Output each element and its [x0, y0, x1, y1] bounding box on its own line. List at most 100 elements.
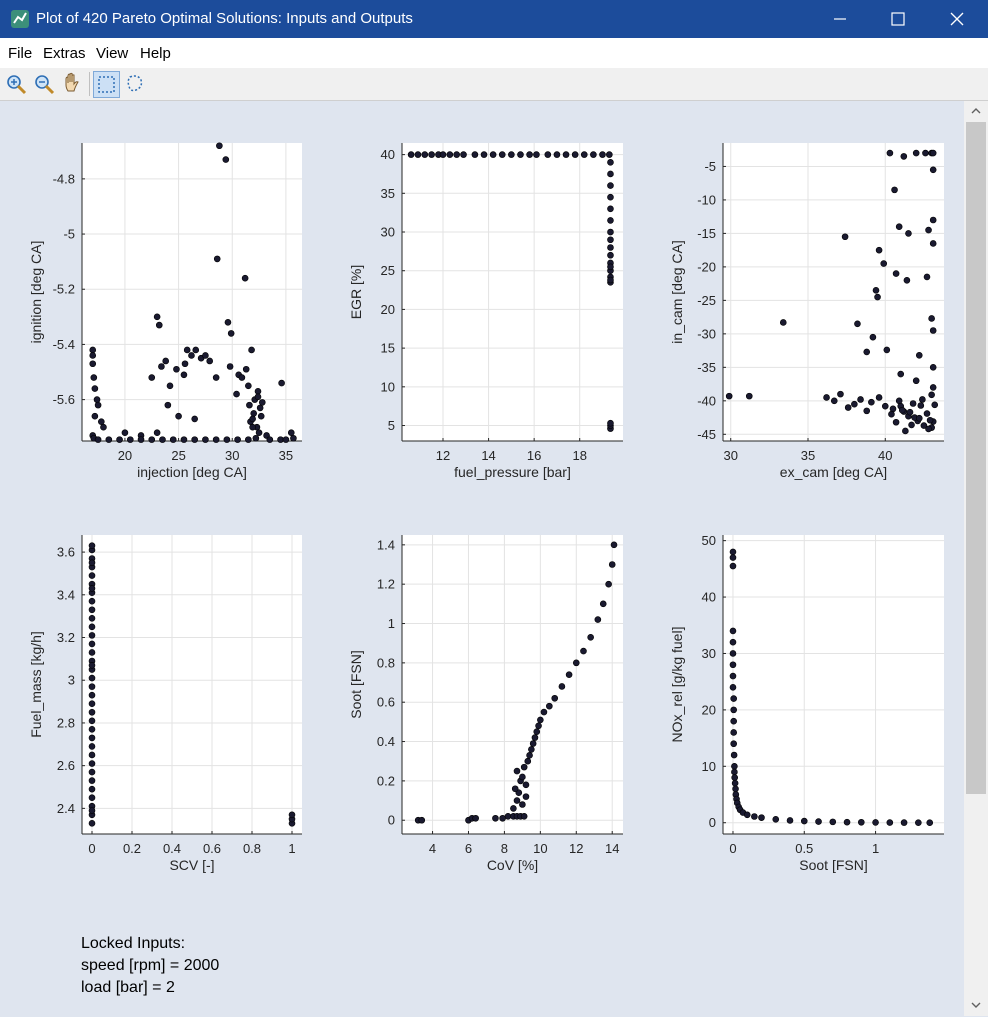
- data-point: [255, 429, 263, 437]
- data-point: [121, 429, 129, 437]
- x-tick-label: 1: [872, 841, 879, 856]
- scroll-up-arrow-icon[interactable]: [969, 104, 983, 118]
- data-point: [863, 407, 871, 415]
- data-point: [88, 691, 96, 699]
- x-tick-label: 35: [801, 448, 815, 463]
- lasso-select-icon[interactable]: [122, 71, 148, 97]
- data-point: [729, 672, 737, 680]
- data-point: [88, 640, 96, 648]
- data-point: [931, 401, 939, 409]
- x-tick-label: 6: [465, 841, 472, 856]
- data-point: [881, 402, 889, 410]
- data-point: [98, 418, 105, 425]
- data-point: [729, 684, 737, 691]
- menu-extras[interactable]: Extras: [43, 45, 86, 62]
- data-point: [88, 743, 96, 750]
- x-tick-label: 20: [118, 448, 132, 463]
- y-tick-label: 3.2: [57, 630, 75, 645]
- data-point: [213, 255, 221, 263]
- data-point: [844, 404, 852, 411]
- y-tick-label: 40: [702, 590, 716, 605]
- data-point: [453, 151, 460, 158]
- plot-area: [402, 143, 623, 441]
- data-point: [88, 606, 96, 614]
- minimize-button[interactable]: [811, 0, 869, 38]
- data-point: [88, 726, 96, 733]
- data-point: [729, 548, 737, 556]
- scatter-plot-4: 0 0.2 0.4 0.6 0.8 1 2.4 2.6 2.8 3 3.2 3.4 3.6 SCV [-]…: [28, 535, 302, 873]
- data-point: [256, 404, 264, 412]
- menu-file[interactable]: File: [8, 45, 33, 62]
- data-point: [126, 436, 134, 443]
- toolbar: [0, 68, 988, 101]
- y-axis-label: NOx_rel [g/kg fuel]: [669, 627, 685, 743]
- x-tick-label: 35: [279, 448, 293, 463]
- data-point: [116, 436, 123, 443]
- data-point: [553, 151, 561, 158]
- menu-view[interactable]: View: [96, 45, 129, 62]
- data-point: [922, 149, 929, 157]
- data-point: [858, 818, 865, 826]
- close-button[interactable]: [928, 0, 986, 38]
- x-tick-label: 30: [225, 448, 239, 463]
- data-point: [88, 785, 96, 793]
- data-point: [730, 706, 737, 714]
- x-axis-label: ex_cam [deg CA]: [780, 464, 887, 480]
- data-point: [520, 812, 528, 820]
- data-point: [245, 382, 252, 390]
- zoom-out-icon[interactable]: [31, 71, 57, 97]
- zoom-in-icon[interactable]: [3, 71, 29, 97]
- data-point: [258, 399, 266, 406]
- scrollbar-thumb[interactable]: [966, 122, 986, 794]
- data-point: [599, 600, 607, 608]
- data-point: [605, 580, 612, 588]
- data-point: [522, 793, 530, 800]
- maximize-button[interactable]: [869, 0, 927, 38]
- data-point: [909, 400, 917, 407]
- data-point: [599, 151, 606, 158]
- data-point: [88, 760, 96, 767]
- rect-select-icon[interactable]: [93, 71, 120, 98]
- data-point: [925, 425, 932, 433]
- data-point: [889, 405, 897, 413]
- data-point: [234, 436, 241, 443]
- menu-help[interactable]: Help: [140, 45, 171, 62]
- data-point: [224, 319, 232, 326]
- data-point: [216, 142, 223, 150]
- data-point: [551, 694, 559, 702]
- x-tick-label: 0.6: [203, 841, 221, 856]
- x-tick-label: 25: [171, 448, 185, 463]
- data-point: [544, 151, 552, 158]
- data-point: [88, 661, 96, 669]
- data-point: [105, 436, 113, 443]
- data-point: [290, 434, 297, 442]
- pan-hand-icon[interactable]: [59, 71, 85, 97]
- scroll-down-arrow-icon[interactable]: [969, 998, 983, 1012]
- x-tick-label: 40: [878, 448, 892, 463]
- data-point: [252, 434, 260, 442]
- data-point: [607, 205, 614, 213]
- data-point: [529, 740, 537, 747]
- data-point: [266, 436, 274, 443]
- data-point: [489, 151, 497, 158]
- app-icon: [10, 9, 30, 29]
- data-point: [246, 401, 253, 409]
- data-point: [248, 346, 255, 354]
- data-point: [929, 149, 937, 157]
- data-point: [908, 421, 915, 429]
- data-point: [510, 805, 517, 812]
- plot-area: [402, 535, 623, 834]
- data-point: [162, 357, 170, 365]
- data-point: [535, 722, 542, 730]
- data-point: [929, 240, 937, 247]
- y-tick-label: 5: [388, 418, 395, 433]
- data-point: [929, 216, 937, 224]
- plot-area: [82, 535, 302, 834]
- data-point: [900, 819, 908, 826]
- data-point: [892, 270, 900, 277]
- data-point: [166, 382, 174, 390]
- data-point: [800, 817, 808, 825]
- data-point: [278, 379, 285, 387]
- y-tick-label: -40: [697, 393, 716, 408]
